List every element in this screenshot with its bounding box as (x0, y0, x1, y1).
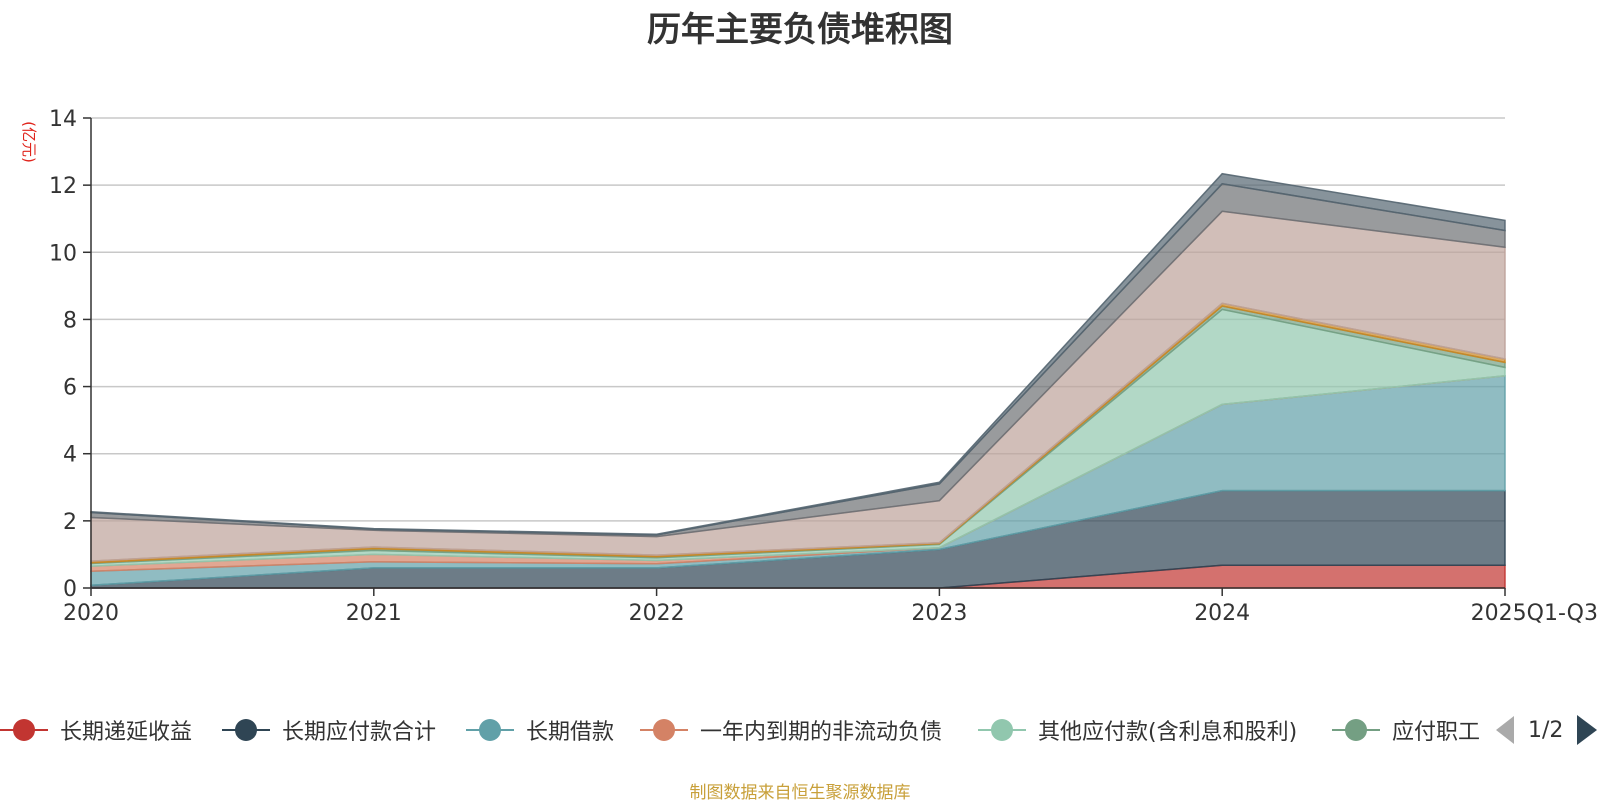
legend-items-viewport: 长期递延收益 长期应付款合计 长期借款 一年内到期的非流动负债 其他应付款(含利息和股利… (0, 712, 1480, 748)
legend-label: 应付职工薪酬 (1392, 720, 1480, 745)
legend-label: 长期借款 (526, 720, 615, 745)
legend-marker-icon (978, 712, 1026, 748)
legend-next-page-icon[interactable] (1577, 715, 1598, 745)
area-series-9[interactable] (90, 172, 1506, 536)
legend-item[interactable]: 其他应付款(含利息和股利) (978, 712, 1297, 748)
y-tick-label: 8 (63, 308, 77, 333)
legend-marker-icon (640, 712, 688, 748)
legend-marker-icon (1332, 712, 1380, 748)
legend-pager: 1/2 (1496, 712, 1600, 748)
legend-item[interactable]: 长期借款 (466, 712, 614, 748)
legend-marker-icon (0, 712, 48, 748)
legend-item[interactable]: 长期应付款合计 (222, 712, 436, 748)
axes: 0 2 4 6 8 10 12 14 2020 2021 2022 2023 2024 2025Q1-Q3 (49, 107, 1598, 626)
legend-item[interactable]: 一年内到期的非流动负债 (640, 712, 942, 748)
legend-item[interactable]: 应付职工薪酬 (1332, 712, 1480, 748)
legend-item[interactable]: 长期递延收益 (0, 712, 192, 748)
x-tick-label: 2022 (629, 601, 685, 626)
legend-label: 长期递延收益 (60, 720, 193, 745)
x-tick-label: 2020 (63, 601, 119, 626)
y-tick-label: 0 (63, 577, 77, 602)
y-tick-label: 4 (63, 443, 77, 468)
x-tick-label: 2025Q1-Q3 (1471, 601, 1598, 626)
legend-label: 长期应付款合计 (282, 720, 437, 745)
x-tick-label: 2021 (346, 601, 402, 626)
legend-label: 其他应付款(含利息和股利) (1038, 720, 1298, 745)
legend-label: 一年内到期的非流动负债 (700, 720, 943, 745)
x-tick-label: 2024 (1194, 601, 1250, 626)
y-tick-label: 10 (49, 241, 77, 266)
y-tick-label: 6 (63, 376, 77, 401)
area-series-group (90, 172, 1506, 589)
legend-marker-icon (466, 712, 514, 748)
y-axis-unit: (亿元) (20, 121, 38, 163)
source-note: 制图数据来自恒生聚源数据库 (689, 783, 911, 803)
y-tick-label: 12 (49, 174, 77, 199)
legend: 长期递延收益 长期应付款合计 长期借款 一年内到期的非流动负债 其他应付款(含利息和股利… (0, 712, 1600, 748)
y-tick-label: 14 (49, 107, 77, 132)
legend-prev-page-icon[interactable] (1496, 716, 1514, 744)
x-tick-label: 2023 (911, 601, 967, 626)
legend-page-indicator: 1/2 (1528, 717, 1564, 743)
legend-marker-icon (222, 712, 270, 748)
y-tick-label: 2 (63, 510, 77, 535)
chart-title: 历年主要负债堆积图 (647, 10, 953, 50)
